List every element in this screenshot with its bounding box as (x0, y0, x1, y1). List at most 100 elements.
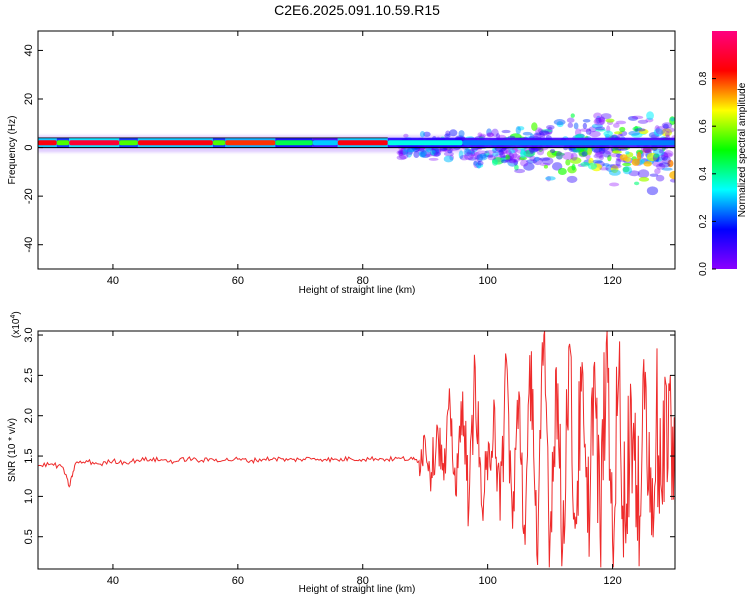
spectrogram-blob (541, 130, 550, 137)
spectrogram-blob (634, 128, 646, 132)
spectrogram-blob (580, 162, 590, 167)
spectrogram-blob (658, 154, 666, 161)
spectrogram-blob (423, 131, 431, 137)
spectrogram-blob (570, 152, 578, 161)
spectrogram-blob (654, 168, 661, 175)
spectrogram-blob (595, 151, 604, 158)
snr-xtick-label: 100 (478, 575, 496, 587)
spectrogram-blob (419, 151, 426, 158)
spectrogram-blob (557, 167, 567, 175)
spectrogram-blob (571, 163, 576, 171)
spectrogram-blob (663, 150, 674, 158)
ridge-segment (337, 140, 388, 146)
spectrogram-blob (602, 150, 611, 158)
spectrogram-blob (444, 133, 451, 138)
spectrogram-blob (534, 156, 540, 162)
spectrogram-blob (646, 111, 654, 120)
ridge-segment (212, 140, 226, 146)
spectrogram-blob (566, 117, 575, 123)
spectrogram-blob (476, 150, 488, 155)
spectrogram-panel: 40 60 80 100 120 -40 -20 0 20 40 Height of straig… (7, 30, 676, 296)
spectrogram-blob (649, 173, 659, 177)
spectrogram-blob (591, 123, 603, 129)
ridge-segment (312, 140, 338, 146)
colorbar-tick-label: 0.6 (698, 119, 709, 133)
spectrogram-blob (587, 146, 593, 156)
spectrogram-blob (520, 159, 529, 167)
spectrogram-blob (602, 163, 610, 167)
spectrogram-blob (594, 117, 602, 124)
spectrogram-blob (500, 159, 508, 164)
spectrogram-blob (607, 154, 612, 162)
spectrogram-blob (428, 157, 439, 161)
spectrogram-blob (661, 167, 673, 171)
spectrogram-blob (523, 149, 536, 157)
spectrogram-blob (549, 148, 556, 154)
spectrogram-blob (505, 158, 517, 163)
spectrogram-blob (573, 122, 579, 130)
spectrogram-blob (655, 126, 666, 135)
spectrogram-blob (669, 170, 675, 180)
spectrogram-blob (529, 155, 536, 162)
spectrogram-blob (592, 159, 603, 164)
snr-ytick-label: 1.0 (23, 489, 35, 504)
spectrogram-blob (505, 149, 512, 156)
spectrogram-blob (579, 128, 591, 132)
spectrogram-blob (479, 152, 487, 159)
spectrogram-blob (499, 151, 506, 156)
spectrogram-blob (464, 152, 474, 161)
colorbar: 0.0 0.2 0.4 0.6 0.8 Normalized spectral ampl… (698, 31, 748, 276)
snr-scale-label: (x104) (10, 311, 22, 338)
spectrogram-blob (443, 151, 454, 157)
spectrogram-ticks: 40 60 80 100 120 -40 -20 0 20 40 (23, 31, 675, 287)
spectrogram-blob (486, 132, 495, 138)
snr-ytick-label: 0.5 (23, 529, 35, 544)
snr-xtick-label: 120 (603, 575, 621, 587)
spectrogram-blob (615, 158, 621, 167)
spectrogram-blob (403, 133, 409, 138)
spectrogram-blob (638, 128, 649, 135)
spectrogram-blob (593, 117, 605, 126)
spectrogram-blob (631, 115, 644, 120)
spectrogram-xtick-label: 120 (603, 275, 621, 287)
spectrogram-blob (603, 146, 614, 155)
snr-xtick-label: 80 (357, 575, 369, 587)
snr-scale-suffix: ) (11, 311, 22, 314)
spectrogram-blob (631, 158, 640, 166)
spectrogram-blob (445, 130, 451, 137)
snr-marks (38, 331, 675, 568)
svg-text:(x104): (x104) (10, 311, 22, 338)
spectrogram-blob (669, 178, 675, 183)
spectrogram-xtick-label: 60 (232, 275, 244, 287)
spectrogram-blob (566, 175, 578, 183)
colorbar-label: Normalized spectral amplitude (737, 82, 748, 217)
spectrogram-blob (593, 147, 605, 155)
spectrogram-blob (615, 120, 627, 125)
spectrogram-blob (492, 151, 499, 157)
spectrogram-blob (476, 154, 488, 161)
spectrogram-blob (655, 174, 665, 182)
spectrogram-blob (449, 129, 458, 137)
spectrogram-blob (619, 147, 628, 151)
spectrogram-ytick-label: 20 (23, 93, 35, 105)
spectrogram-blob (593, 153, 604, 159)
spectrogram-blob (662, 156, 671, 164)
spectrogram-blob (486, 154, 494, 158)
spectrogram-blob (613, 123, 620, 128)
spectrogram-blob (536, 148, 545, 156)
spectrogram-blob (474, 152, 481, 160)
spectrogram-blob (413, 150, 420, 159)
spectrogram-blob (598, 146, 606, 155)
colorbar-ticks: 0.0 0.2 0.4 0.6 0.8 (698, 71, 716, 276)
spectrogram-blob (555, 150, 563, 160)
spectrogram-blob (508, 149, 516, 154)
spectrogram-blob (610, 153, 622, 158)
snr-ylabel: SNR (10 * v/v) (7, 418, 18, 482)
spectrogram-blob (486, 128, 492, 137)
spectrogram-blob (513, 159, 519, 166)
spectrogram-blob (642, 147, 652, 154)
spectrogram-ytick-label: -20 (23, 188, 35, 204)
spectrogram-blob (603, 130, 613, 137)
spectrogram-blob (589, 130, 601, 138)
snr-scale-exponent: 4 (10, 315, 17, 319)
